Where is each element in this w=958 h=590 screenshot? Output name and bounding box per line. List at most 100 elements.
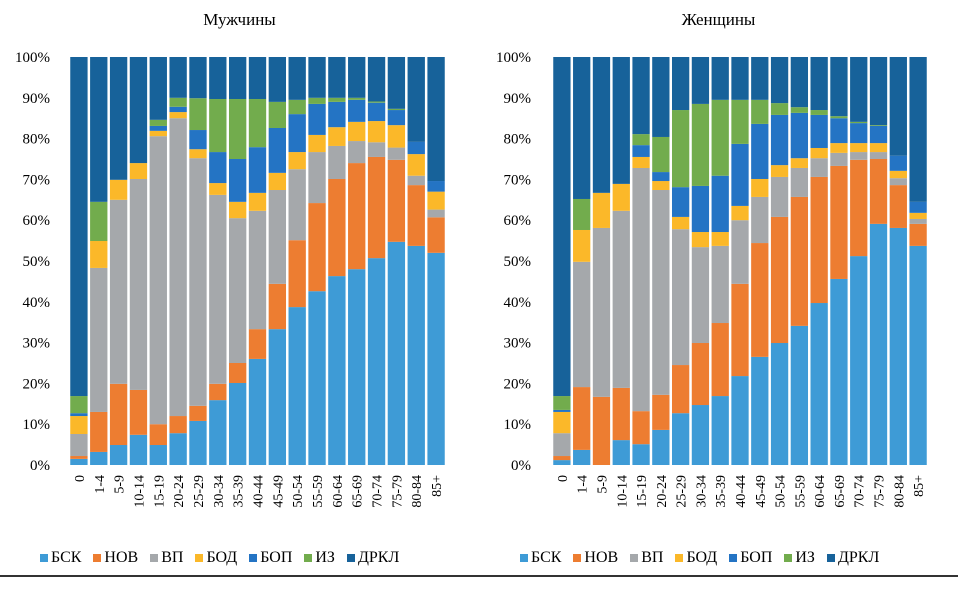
- bar-segment: [367, 101, 386, 103]
- bar-segment: [810, 114, 828, 148]
- x-tick-label: 65-69: [833, 475, 848, 508]
- bar-segment: [189, 130, 207, 150]
- bar-segment: [592, 396, 611, 465]
- bar-segment: [248, 329, 267, 359]
- bar-segment: [209, 152, 227, 184]
- bar-segment: [228, 382, 247, 465]
- bar-segment: [889, 170, 907, 179]
- y-tick-label: 10%: [504, 417, 532, 433]
- bar-segment: [407, 154, 425, 176]
- bar-segment: [129, 178, 148, 390]
- bar-segment: [288, 99, 306, 115]
- bar-segment: [248, 99, 267, 148]
- bar-segment: [427, 57, 445, 182]
- bar-segment: [129, 163, 148, 179]
- legend-item: БОП: [249, 549, 292, 567]
- bar-segment: [830, 118, 848, 144]
- bar-segment: [308, 97, 326, 104]
- bar-segment: [288, 307, 306, 465]
- x-tick-label: 25-29: [675, 475, 690, 508]
- bar-segment: [652, 136, 670, 173]
- x-tick-label: 0: [73, 475, 88, 482]
- bar-segment: [189, 57, 207, 99]
- bar-segment: [367, 121, 386, 143]
- bar-segment: [109, 199, 128, 384]
- legend-swatch: [573, 554, 582, 562]
- bar-segment: [407, 185, 425, 246]
- bar-segment: [711, 245, 729, 324]
- legend-label: ВП: [641, 549, 664, 566]
- bar-segment: [810, 57, 828, 111]
- bar-segment: [328, 178, 346, 277]
- bar-segment: [751, 99, 769, 124]
- legend-swatch: [195, 554, 204, 562]
- legend-label: ИЗ: [315, 549, 335, 566]
- x-tick-label: 45-49: [754, 475, 769, 508]
- bar-segment: [751, 356, 769, 465]
- bar-segment: [70, 416, 88, 434]
- bar-segment: [90, 451, 108, 465]
- legend-item: ДРКЛ: [346, 549, 399, 567]
- bar-segment: [149, 125, 167, 131]
- bar-segment: [70, 458, 88, 465]
- bar-segment: [810, 303, 828, 465]
- bar-segment: [909, 223, 927, 246]
- bar-segment: [90, 267, 108, 412]
- bottom-divider: [0, 575, 958, 577]
- bar-segment: [573, 261, 591, 388]
- legend-item: ВП: [630, 549, 663, 567]
- bar-segment: [830, 165, 848, 279]
- chart-title-women: Женщины: [681, 10, 756, 29]
- bar-stack-50-54: [770, 57, 789, 465]
- bar-segment: [711, 99, 729, 176]
- y-tick-label: 70%: [23, 172, 51, 188]
- bar-segment: [367, 156, 386, 259]
- bar-segment: [228, 159, 247, 202]
- x-tick-label: 75-79: [873, 475, 888, 508]
- bar-stack-5-9: [109, 57, 128, 465]
- bar-segment: [889, 185, 907, 228]
- bar-segment: [632, 57, 650, 135]
- bar-segment: [308, 57, 326, 98]
- bar-segment: [909, 201, 927, 213]
- chart-title-men: Мужчины: [203, 10, 276, 29]
- y-tick-label: 100%: [15, 50, 50, 66]
- bar-segment: [228, 99, 247, 159]
- bar-segment: [632, 134, 650, 146]
- bar-segment: [592, 192, 611, 228]
- y-tick-label: 60%: [504, 213, 532, 229]
- bar-segment: [328, 145, 346, 179]
- bar-segment: [109, 179, 128, 200]
- bar-segment: [189, 158, 207, 406]
- bar-segment: [348, 163, 366, 270]
- bar-segment: [149, 119, 167, 126]
- bar-segment: [427, 252, 445, 465]
- x-tick-label: 40-44: [252, 475, 267, 508]
- bar-segment: [308, 134, 326, 153]
- bar-segment: [770, 343, 789, 465]
- bar-segment: [407, 141, 425, 155]
- bar-segment: [553, 57, 571, 397]
- bar-segment: [632, 167, 650, 412]
- bar-segment: [751, 57, 769, 100]
- legend-item: ДРКЛ: [826, 549, 879, 567]
- bar-segment: [909, 57, 927, 202]
- bar-segment: [909, 212, 927, 219]
- bar-segment: [652, 172, 670, 182]
- bar-segment: [109, 445, 128, 465]
- bar-segment: [671, 57, 690, 111]
- bar-segment: [850, 57, 868, 122]
- bar-segment: [573, 57, 591, 199]
- chart-plot-women: 0% 10% 20% 30% 40% 50% 60% 70% 80% 90% 100% 0 1-4 5-9…: [496, 50, 927, 508]
- bar-segment: [308, 291, 326, 465]
- bar-segment: [810, 176, 828, 304]
- legend-swatch: [520, 554, 528, 562]
- bar-segment: [169, 416, 187, 434]
- bar-stack-50-54: [288, 57, 306, 465]
- x-tick-label: 50-54: [774, 475, 789, 508]
- bar-stack-80-84: [889, 57, 907, 465]
- y-tick-label: 0%: [511, 458, 531, 474]
- bar-segment: [248, 358, 267, 465]
- bar-stack-0: [553, 57, 571, 465]
- x-tick-label: 30-34: [694, 475, 709, 508]
